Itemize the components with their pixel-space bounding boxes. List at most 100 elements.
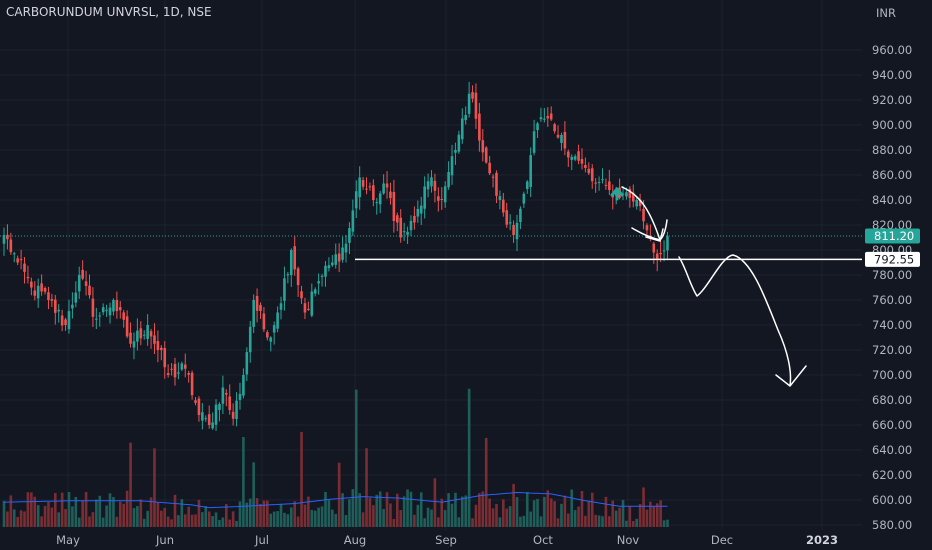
candle-body	[231, 411, 235, 419]
time-axis[interactable]: May Jun Jul Aug Sep Oct Nov Dec 2023	[56, 533, 838, 547]
volume-bar	[556, 518, 560, 527]
candle-body	[409, 220, 413, 231]
volume-bar	[358, 493, 361, 527]
candle-body	[553, 124, 556, 132]
volume-bar	[645, 509, 649, 527]
candle-body	[348, 228, 351, 243]
candle-body	[177, 372, 180, 374]
candle-body	[392, 191, 396, 222]
volume-bar	[495, 503, 498, 527]
candle-body	[228, 396, 232, 411]
candle-body	[628, 188, 632, 198]
candle-body	[443, 186, 447, 203]
candle-body	[118, 307, 122, 311]
volume-bar	[125, 490, 129, 527]
volume-bar	[375, 494, 379, 527]
x-tick-label: Sep	[435, 533, 457, 547]
candle-body	[142, 334, 146, 336]
candle-body	[625, 192, 628, 197]
y-tick-label: 840.00	[872, 193, 912, 207]
candle-body	[491, 176, 495, 178]
volume-bar	[655, 503, 659, 527]
candle-body	[320, 275, 324, 277]
volume-bar	[577, 506, 580, 527]
volume-bar	[539, 516, 543, 527]
candle-body	[33, 290, 37, 296]
candle-body	[74, 292, 78, 303]
candle-body	[457, 134, 461, 152]
candle-body	[197, 398, 201, 415]
volume-bar	[419, 492, 423, 527]
price-axis[interactable]: 960.00 940.00 920.00 900.00 880.00 860.00 840.…	[872, 43, 912, 532]
volume-bar	[108, 493, 112, 527]
candle-body	[406, 231, 409, 235]
last-price-tag: 811.20	[865, 228, 920, 244]
volume-bar	[344, 515, 348, 527]
volume-bar	[327, 500, 331, 527]
candle-body	[590, 168, 594, 182]
volume-bar	[334, 513, 338, 527]
volume-bar	[635, 518, 638, 527]
candle-body	[413, 215, 416, 223]
curved-arrow-drawing[interactable]	[621, 186, 664, 242]
candle-body	[307, 308, 310, 310]
candle-body	[396, 215, 399, 223]
candle-body	[608, 181, 611, 190]
candle-body	[317, 281, 320, 284]
candle-body	[378, 193, 382, 205]
volume-bar	[467, 388, 471, 527]
drawing-annotations[interactable]	[610, 186, 807, 387]
x-tick-label: Jul	[254, 533, 269, 547]
volume-bar	[122, 503, 125, 527]
volume-bar	[484, 437, 488, 527]
candle-body	[81, 269, 84, 279]
volume-bar	[382, 509, 385, 527]
candle-body	[279, 303, 283, 310]
candle-body	[502, 199, 505, 213]
candle-body	[341, 247, 344, 260]
volume-bar	[67, 491, 71, 527]
candle-body	[71, 304, 74, 309]
candle-body	[331, 262, 334, 266]
candle-body	[450, 156, 454, 176]
candle-body	[440, 198, 444, 200]
projection-arrow-drawing[interactable]	[678, 254, 807, 387]
candle-body	[512, 225, 515, 235]
candle-body	[433, 180, 437, 191]
curved-arrow-drawing-2[interactable]	[631, 219, 668, 241]
volume-bar	[331, 509, 334, 527]
volume-bar	[361, 512, 365, 527]
y-tick-label: 780.00	[872, 268, 912, 282]
y-tick-label: 960.00	[872, 43, 912, 57]
candle-body	[539, 117, 543, 120]
volume-bar	[416, 504, 420, 527]
volume-bar	[611, 500, 615, 527]
volume-bar	[354, 389, 358, 527]
candle-body	[108, 307, 112, 316]
candle-body	[91, 298, 95, 317]
volume-bar	[6, 511, 9, 527]
candle-body	[166, 373, 170, 375]
volume-bar	[81, 500, 84, 527]
volume-bar	[225, 504, 228, 527]
volume-bar	[649, 501, 652, 527]
candle-body	[296, 268, 300, 286]
volume-bar	[26, 492, 30, 527]
candle-body	[419, 205, 423, 214]
volume-bar	[348, 499, 351, 527]
candle-body	[211, 422, 214, 429]
volume-bar	[235, 520, 238, 527]
volume-bar	[631, 521, 635, 527]
candle-body	[474, 92, 478, 119]
volume-bar	[505, 508, 509, 527]
volume-bar	[659, 500, 662, 527]
volume-bar	[443, 510, 447, 527]
candle-body	[286, 274, 290, 276]
volume-bar	[98, 495, 102, 527]
volume-bar	[77, 517, 81, 527]
volume-bar	[341, 493, 344, 527]
symbol-title[interactable]: CARBORUNDUM UNVRSL, 1D, NSE	[6, 5, 212, 19]
volume-bar	[450, 503, 454, 527]
candle-body	[368, 186, 372, 188]
